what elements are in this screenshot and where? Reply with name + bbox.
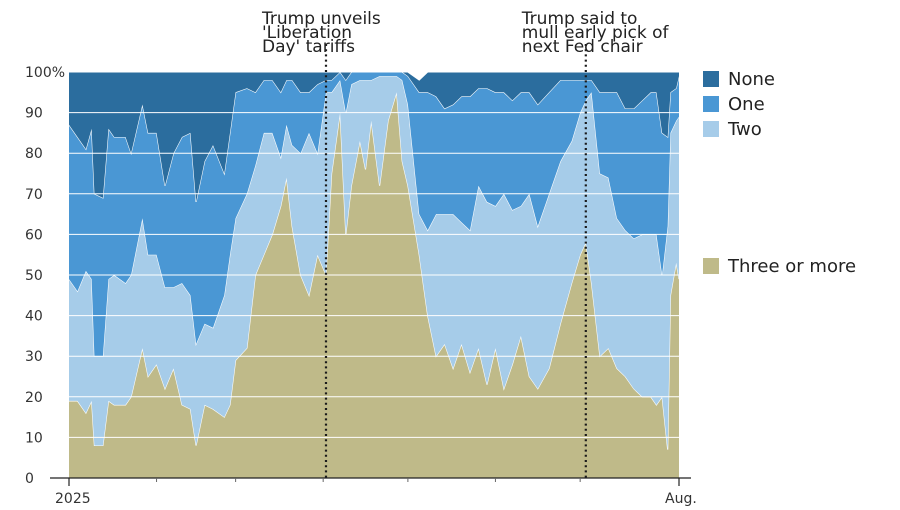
y-tick-label: 50 [25, 268, 43, 284]
event-annotation: Trump unveils 'Liberation Day' tariffs [261, 9, 381, 57]
area-series-none [69, 72, 679, 202]
legend-label: None [728, 69, 775, 90]
area-boundary-none [69, 71, 679, 81]
y-axis: 0 10 20 30 40 50 60 70 80 90 100% [25, 65, 65, 487]
y-tick-label: 10 [25, 430, 43, 446]
y-tick-label: 80 [25, 146, 43, 162]
area-boundary-three-or-more [69, 92, 680, 450]
legend-swatch [703, 96, 719, 112]
x-tick-label: Aug. [665, 491, 697, 507]
area-series-one [69, 72, 679, 357]
y-tick-label: 70 [25, 187, 43, 203]
event-annotation-line: next Fed chair [522, 37, 643, 57]
legend-swatch [703, 71, 719, 87]
legend-label: Three or more [727, 256, 856, 277]
y-tick-label: 90 [25, 106, 43, 122]
y-tick-label: 0 [25, 471, 34, 487]
event-markers: Trump unveils 'Liberation Day' tariffsTrum… [261, 9, 670, 478]
y-tick-label: 30 [25, 349, 43, 365]
y-tick-label: 20 [25, 390, 43, 406]
y-tick-label: 40 [25, 309, 43, 325]
event-annotation-line: Day' tariffs [262, 37, 355, 57]
event-annotation: Trump said to mull early pick of next Fed … [521, 9, 670, 57]
x-tick-label: 2025 [55, 491, 91, 507]
event-annotation-line: Trump said to [521, 9, 638, 29]
legend-label: One [728, 94, 765, 115]
legend-swatch [703, 258, 719, 274]
event-annotation-line: mull early pick of [522, 23, 670, 43]
x-axis: 2025 Aug. [50, 477, 697, 507]
event-annotation-line: 'Liberation [262, 23, 352, 43]
y-tick-label: 100% [25, 65, 65, 81]
legend: None One Two Three or more [703, 69, 856, 277]
legend-label: Two [727, 119, 762, 140]
gridlines [69, 112, 679, 438]
legend-swatch [703, 121, 719, 137]
area-series-three-or-more [69, 92, 679, 479]
y-tick-label: 60 [25, 227, 43, 243]
event-annotation-line: Trump unveils [261, 9, 381, 29]
